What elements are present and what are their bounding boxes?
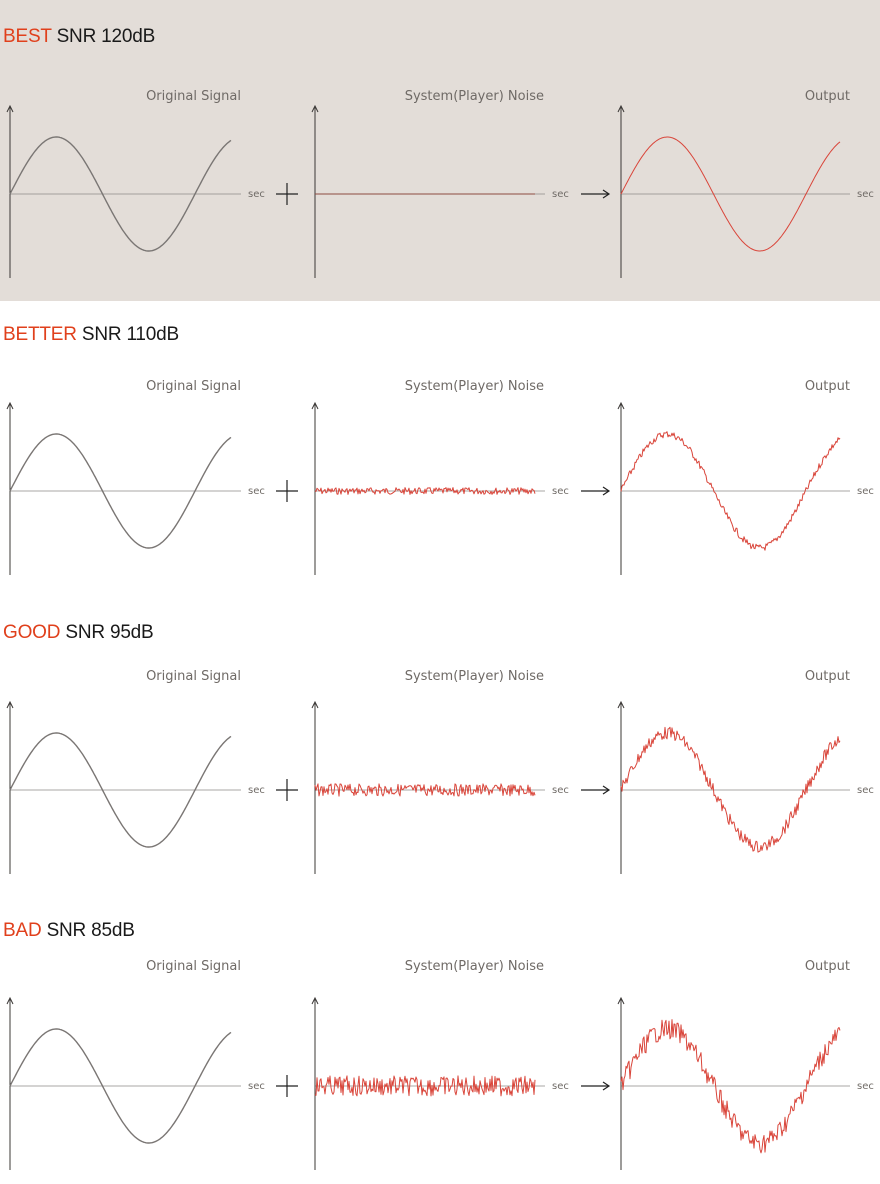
axis-unit-label: sec: [248, 486, 265, 497]
section-heading: GOOD SNR 95dB: [3, 622, 154, 644]
original-signal-wave: [9, 136, 232, 252]
axis-unit-label: sec: [857, 486, 874, 497]
snr-label: SNR 120dB: [56, 26, 156, 47]
axis-arrow-icon: [311, 996, 319, 1005]
axis-arrow-icon: [617, 700, 625, 709]
noise-wave: [314, 487, 536, 495]
output-wave: [620, 136, 841, 252]
axis-arrow-icon: [617, 104, 625, 113]
signal-row: sec sec sec: [6, 401, 874, 575]
output-label: Output: [804, 379, 850, 394]
axis-arrow-icon: [6, 104, 14, 113]
axis-arrow-icon: [311, 700, 319, 709]
axis-unit-label: sec: [248, 1081, 265, 1092]
axis-arrow-icon: [6, 700, 14, 709]
axis-arrow-icon: [6, 996, 14, 1005]
noise-wave: [314, 1075, 536, 1097]
section-good: GOOD SNR 95dB Original Signal System(Pla…: [0, 596, 880, 886]
noise-label: System(Player) Noise: [404, 89, 544, 104]
section-heading: BAD SNR 85dB: [3, 920, 135, 942]
original-signal-label: Original Signal: [146, 959, 241, 974]
noise-label: System(Player) Noise: [404, 669, 544, 684]
axis-arrow-icon: [6, 401, 14, 410]
arrow-right-icon: [602, 785, 611, 795]
section-best: BEST SNR 120dB Original Signal System(Pl…: [0, 0, 880, 301]
signal-row: sec sec sec: [6, 996, 874, 1170]
output-wave: [620, 726, 841, 853]
grade-label: BETTER: [3, 324, 77, 345]
arrow-right-icon: [602, 486, 611, 496]
axis-unit-label: sec: [552, 486, 569, 497]
noise-label: System(Player) Noise: [404, 379, 544, 394]
signal-row: sec sec sec: [6, 104, 874, 278]
section-better: BETTER SNR 110dB Original Signal System(…: [0, 298, 880, 588]
axis-unit-label: sec: [552, 785, 569, 796]
axis-unit-label: sec: [857, 1081, 874, 1092]
output-wave: [620, 431, 841, 551]
original-signal-wave: [9, 1028, 232, 1144]
grade-label: BEST: [3, 26, 52, 47]
axis-unit-label: sec: [552, 1081, 569, 1092]
axis-unit-label: sec: [857, 785, 874, 796]
original-signal-label: Original Signal: [146, 669, 241, 684]
original-signal-label: Original Signal: [146, 379, 241, 394]
grade-label: BAD: [3, 920, 42, 941]
axis-arrow-icon: [311, 401, 319, 410]
original-signal-wave: [9, 433, 232, 549]
original-signal-label: Original Signal: [146, 89, 241, 104]
original-signal-wave: [9, 732, 232, 848]
output-wave: [620, 1019, 841, 1154]
section-heading: BETTER SNR 110dB: [3, 324, 179, 346]
output-label: Output: [804, 669, 850, 684]
axis-arrow-icon: [311, 104, 319, 113]
arrow-right-icon: [602, 189, 611, 199]
noise-label: System(Player) Noise: [404, 959, 544, 974]
axis-unit-label: sec: [248, 189, 265, 200]
section-bad: BAD SNR 85dB Original Signal System(Play…: [0, 894, 880, 1184]
noise-wave: [314, 783, 536, 797]
output-label: Output: [804, 959, 850, 974]
arrow-right-icon: [602, 1081, 611, 1091]
axis-arrow-icon: [617, 401, 625, 410]
axis-arrow-icon: [617, 996, 625, 1005]
axis-unit-label: sec: [552, 189, 569, 200]
grade-label: GOOD: [3, 622, 61, 643]
signal-row: sec sec sec: [6, 700, 874, 874]
snr-label: SNR 95dB: [65, 622, 154, 643]
axis-unit-label: sec: [248, 785, 265, 796]
section-heading: BEST SNR 120dB: [3, 26, 155, 48]
axis-unit-label: sec: [857, 189, 874, 200]
snr-label: SNR 110dB: [81, 324, 179, 345]
snr-label: SNR 85dB: [46, 920, 135, 941]
output-label: Output: [804, 89, 850, 104]
